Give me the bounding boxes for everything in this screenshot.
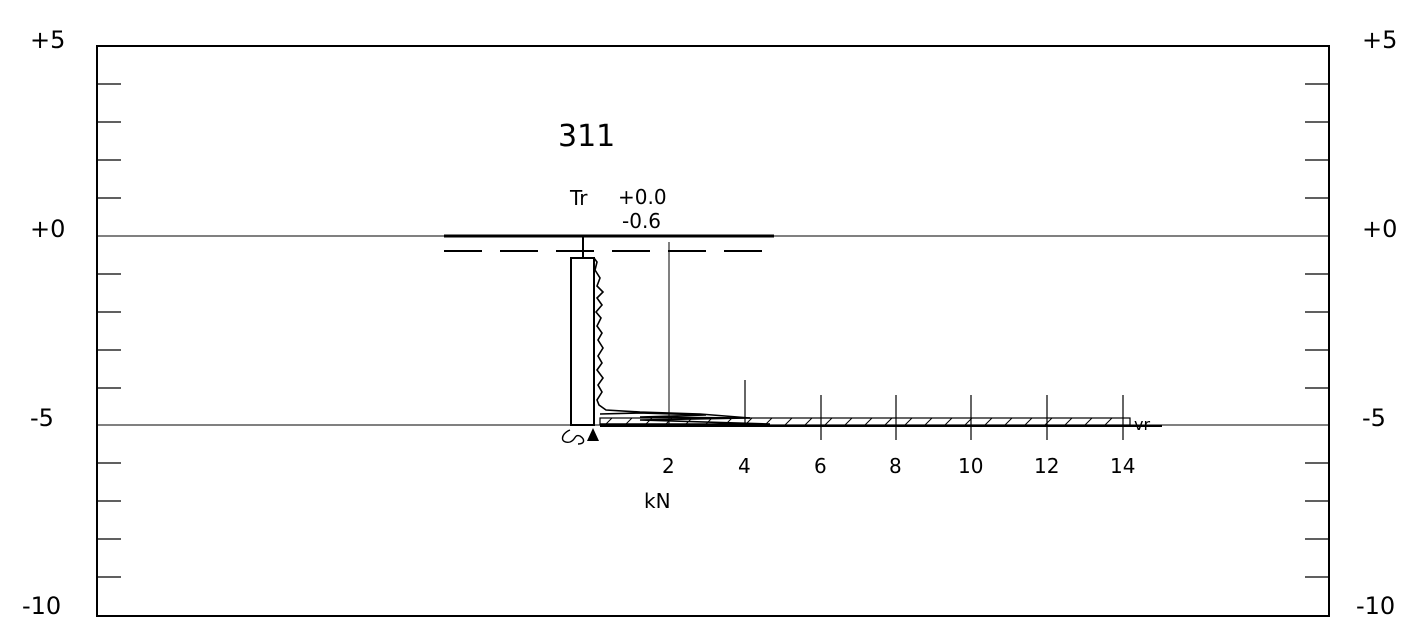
force-tick-label: 14: [1110, 454, 1135, 478]
depth-label-left: -5: [30, 404, 54, 432]
sounding-number: 311: [558, 119, 615, 154]
force-tick-label: 12: [1034, 454, 1059, 478]
left-ticks: [97, 83, 121, 578]
depth-label-left: +5: [30, 26, 65, 54]
level-sub: -0.6: [622, 209, 661, 233]
force-unit-label: kN: [644, 489, 671, 513]
level-top: +0.0: [618, 185, 667, 209]
rod-column: [570, 257, 595, 426]
hatch-lines: [604, 417, 1113, 426]
force-tick-label: 4: [738, 454, 751, 478]
right-ticks: [1305, 83, 1329, 578]
stop-triangle-icon: [587, 428, 599, 441]
force-tick-label: 6: [814, 454, 827, 478]
stop-symbol-icon: [561, 429, 585, 445]
depth-label-left: -10: [22, 592, 61, 620]
depth-label-right: -5: [1362, 404, 1386, 432]
depth-label-right: +5: [1362, 26, 1397, 54]
force-axis-ticks: [744, 380, 1124, 440]
force-tick-label: 2: [662, 454, 675, 478]
force-tick-label: 8: [889, 454, 902, 478]
force-tick-label: 10: [958, 454, 983, 478]
depth-label-left: +0: [30, 215, 65, 243]
level-name: Tr: [569, 186, 588, 210]
resistance-trace: [593, 257, 751, 419]
plot-frame: [96, 45, 1330, 617]
depth-label-right: -10: [1356, 592, 1395, 620]
depth-label-right: +0: [1362, 215, 1397, 243]
end-label: vr: [1134, 415, 1150, 434]
